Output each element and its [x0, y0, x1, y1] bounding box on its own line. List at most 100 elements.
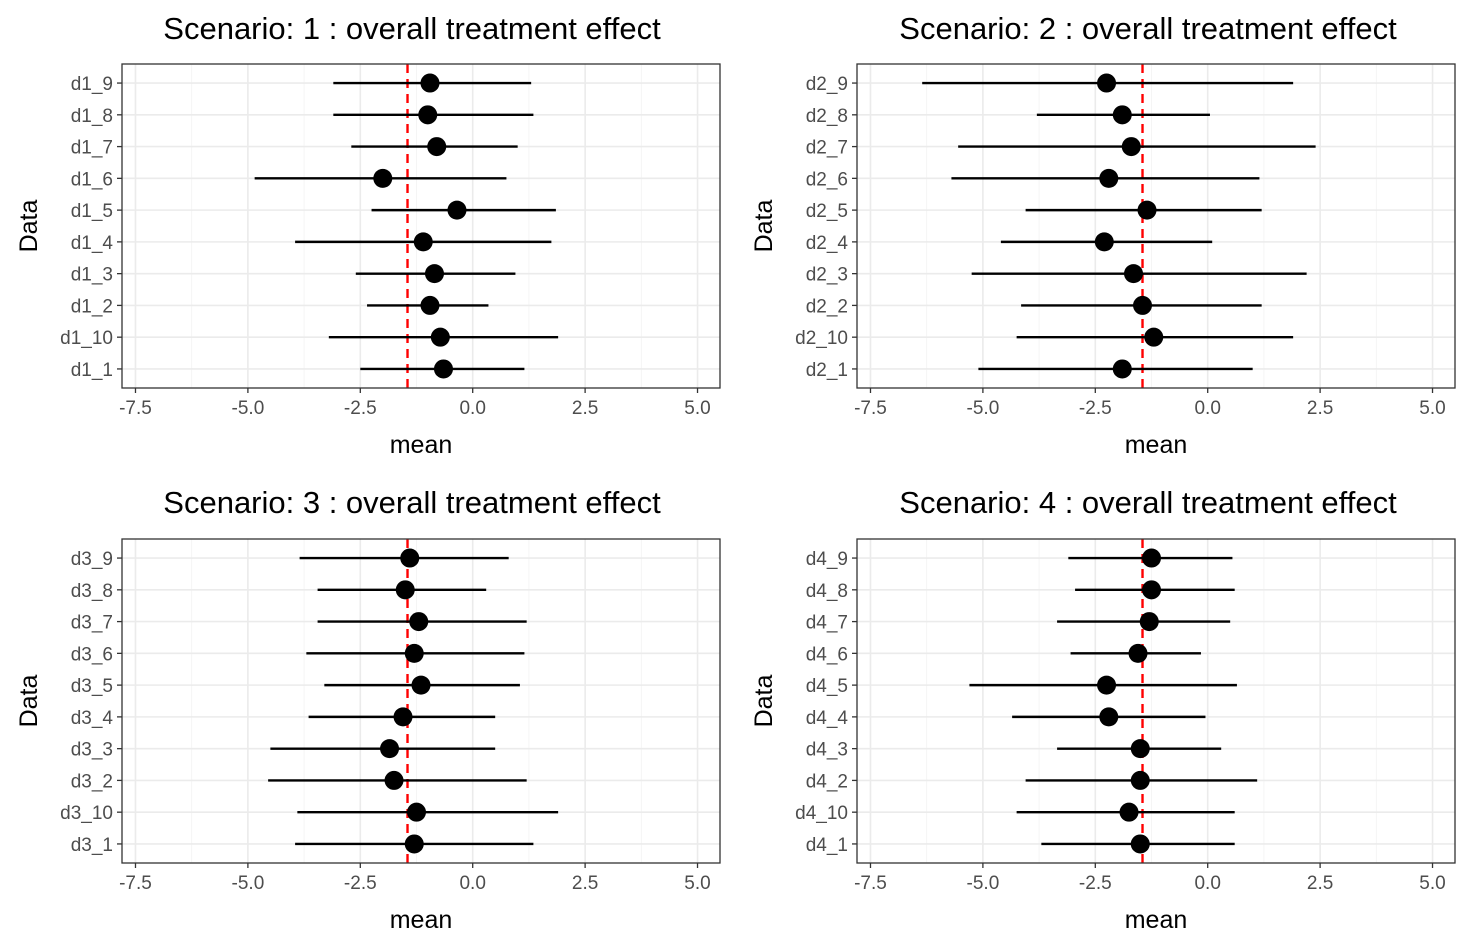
x-tick-label: 0.0	[459, 398, 485, 419]
point-d2_2	[1133, 295, 1153, 315]
point-d3_10	[407, 802, 427, 822]
point-d4_4	[1099, 707, 1119, 727]
x-tick-label: 0.0	[1194, 398, 1220, 419]
point-d2_1	[1112, 359, 1132, 379]
point-d2_3	[1124, 264, 1144, 284]
y-tick-label: d3_4	[71, 708, 114, 729]
panel-scenario-2: d2_1 d2_10 d2_2 d2_3 d2_4 d2_5 d2_6 d2_7 d2_8 d2_…	[750, 11, 1456, 459]
point-d4_6	[1128, 643, 1148, 663]
x-tick-label: -7.5	[854, 873, 887, 894]
y-tick-label: d1_4	[71, 233, 114, 254]
y-axis-title: Data	[15, 675, 43, 728]
x-axis-title: mean	[1125, 906, 1188, 934]
y-tick-label: d3_9	[71, 549, 113, 570]
point-d3_3	[380, 739, 400, 759]
point-d3_7	[409, 612, 429, 632]
panel-border	[856, 538, 1456, 864]
x-tick-label: -7.5	[119, 873, 152, 894]
y-tick-label: d2_9	[806, 74, 848, 95]
x-tick-label: 0.0	[459, 873, 485, 894]
y-tick-label: d1_5	[71, 201, 113, 222]
y-tick-label: d2_1	[806, 360, 848, 381]
point-d4_7	[1139, 612, 1159, 632]
point-d1_4	[413, 232, 433, 252]
x-tick-label: -2.5	[1079, 398, 1112, 419]
panel-title: Scenario: 3 : overall treatment effect	[163, 485, 661, 520]
x-tick-label: 5.0	[1419, 873, 1445, 894]
y-tick-label: d2_4	[806, 233, 849, 254]
y-tick-label: d2_6	[806, 169, 848, 190]
x-tick-label: 5.0	[1419, 398, 1445, 419]
x-tick-label: 5.0	[684, 398, 710, 419]
x-tick-label: 2.5	[1307, 873, 1333, 894]
y-tick-label: d3_3	[71, 740, 113, 761]
x-tick-label: -5.0	[967, 873, 1000, 894]
point-d2_10	[1144, 327, 1164, 347]
y-tick-label: d4_8	[806, 581, 848, 602]
point-d4_10	[1119, 802, 1139, 822]
panel-title: Scenario: 2 : overall treatment effect	[899, 11, 1397, 46]
panel-border	[856, 63, 1456, 389]
x-tick-label: -5.0	[232, 398, 265, 419]
y-axis-title: Data	[750, 200, 778, 253]
point-d4_5	[1097, 675, 1117, 695]
y-tick-label: d2_5	[806, 201, 848, 222]
y-axis-title: Data	[750, 675, 778, 728]
x-axis-title: mean	[390, 906, 453, 934]
y-tick-label: d1_6	[71, 169, 113, 190]
x-tick-label: -7.5	[119, 398, 152, 419]
x-tick-label: -7.5	[854, 398, 887, 419]
y-tick-label: d1_3	[71, 265, 113, 286]
y-tick-label: d2_7	[806, 138, 848, 159]
x-tick-label: -2.5	[344, 398, 377, 419]
point-d3_2	[384, 770, 404, 790]
panel-border	[121, 538, 721, 864]
panel-scenario-4: d4_1 d4_10 d4_2 d4_3 d4_4 d4_5 d4_6 d4_7 d4_8 d4_…	[750, 485, 1456, 934]
y-tick-label: d1_8	[71, 106, 113, 127]
y-tick-label: d1_7	[71, 138, 113, 159]
point-d4_8	[1142, 580, 1162, 600]
y-tick-label: d4_7	[806, 613, 848, 634]
point-d3_1	[404, 834, 424, 854]
y-tick-label: d4_9	[806, 549, 848, 570]
x-tick-label: 0.0	[1194, 873, 1220, 894]
y-tick-label: d4_4	[806, 708, 849, 729]
y-tick-label: d4_10	[795, 803, 848, 824]
y-tick-label: d1_10	[60, 328, 113, 349]
panel-border	[121, 63, 721, 389]
point-d1_3	[424, 264, 444, 284]
y-tick-label: d4_6	[806, 644, 848, 665]
x-tick-label: 5.0	[684, 873, 710, 894]
point-d2_5	[1137, 200, 1157, 220]
y-tick-label: d3_10	[60, 803, 113, 824]
x-tick-label: -2.5	[1079, 873, 1112, 894]
point-d3_5	[411, 675, 431, 695]
point-d3_4	[393, 707, 413, 727]
x-tick-label: -5.0	[232, 873, 265, 894]
point-d1_1	[433, 359, 453, 379]
x-tick-label: -2.5	[344, 873, 377, 894]
point-d2_6	[1099, 168, 1119, 188]
x-tick-label: 2.5	[572, 398, 598, 419]
panel-scenario-1: d1_1 d1_10 d1_2 d1_3 d1_4 d1_5 d1_6 d1_7 d1_8 d1_…	[15, 11, 721, 459]
point-d3_8	[395, 580, 415, 600]
y-tick-label: d2_8	[806, 106, 848, 127]
point-d4_3	[1130, 739, 1150, 759]
panel-title: Scenario: 1 : overall treatment effect	[163, 11, 661, 46]
x-axis-title: mean	[390, 431, 453, 459]
y-tick-label: d3_7	[71, 613, 113, 634]
y-tick-label: d4_2	[806, 771, 848, 792]
point-d1_2	[420, 295, 440, 315]
y-tick-label: d3_6	[71, 644, 113, 665]
y-tick-label: d3_8	[71, 581, 113, 602]
y-tick-label: d4_3	[806, 740, 848, 761]
point-d2_8	[1112, 105, 1132, 125]
x-tick-label: -5.0	[967, 398, 1000, 419]
point-d4_1	[1130, 834, 1150, 854]
y-tick-label: d2_2	[806, 296, 848, 317]
y-tick-label: d1_2	[71, 296, 113, 317]
point-d3_6	[404, 643, 424, 663]
y-tick-label: d2_3	[806, 265, 848, 286]
point-d1_10	[430, 327, 450, 347]
x-tick-label: 2.5	[572, 873, 598, 894]
